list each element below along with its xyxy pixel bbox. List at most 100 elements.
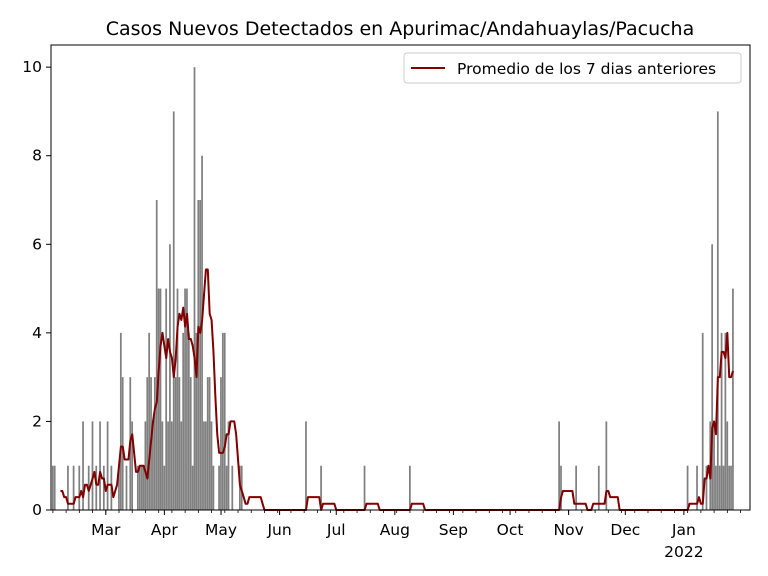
x-tick-label: Jul [326, 521, 346, 539]
bar [67, 465, 69, 510]
bar [705, 465, 708, 510]
bar [204, 421, 207, 510]
bar [170, 421, 173, 510]
x-tick-label: Oct [497, 521, 524, 539]
bar [99, 421, 101, 510]
legend-label: Promedio de los 7 dias anteriores [457, 60, 716, 78]
bar [95, 465, 98, 510]
bar [144, 421, 147, 510]
bar [221, 332, 224, 510]
bar [724, 332, 727, 510]
bar [718, 465, 721, 510]
bar [72, 465, 75, 510]
y-tick-label: 0 [32, 501, 42, 519]
bar [597, 465, 600, 510]
bar [146, 377, 149, 510]
bar [409, 465, 411, 510]
bar-series [51, 67, 734, 511]
bar [138, 465, 141, 510]
bar [148, 332, 151, 510]
bar [231, 465, 234, 510]
x-tick-label: Apr [151, 521, 178, 539]
x-tick-label: Nov [554, 521, 584, 539]
bar [716, 111, 719, 511]
bar [726, 421, 729, 510]
x-tick-label: Mar [91, 521, 121, 539]
x-tick-label: May [205, 521, 237, 539]
plot-frame [50, 44, 751, 511]
x-tick-label: Sep [439, 521, 468, 539]
bar [732, 288, 734, 510]
bar [157, 288, 160, 510]
bar [152, 421, 154, 510]
bar [220, 377, 222, 510]
bar [125, 465, 128, 510]
bar [176, 288, 179, 510]
bar [53, 465, 56, 510]
bar [212, 465, 215, 510]
x-tick-label: Dec [610, 521, 640, 539]
bar [558, 421, 560, 510]
bar [208, 377, 211, 510]
bar [728, 465, 731, 510]
bar [701, 332, 704, 510]
x-tick-label: Jan [671, 521, 696, 539]
bar [180, 421, 183, 510]
legend-box [403, 52, 742, 84]
bar [51, 465, 54, 510]
bar [575, 465, 577, 510]
bar [142, 465, 145, 510]
bar [191, 465, 194, 510]
bar [560, 465, 562, 510]
bar [140, 465, 143, 510]
bar [131, 421, 134, 510]
bar [696, 465, 698, 510]
bar [178, 377, 181, 510]
bar [184, 288, 186, 510]
bar [195, 332, 198, 510]
y-tick-label: 6 [32, 235, 42, 253]
bar [163, 465, 166, 510]
bar [720, 332, 723, 510]
bar [199, 200, 202, 510]
bar [713, 421, 715, 510]
bar [218, 465, 220, 510]
bar [165, 288, 168, 510]
bar [186, 288, 188, 510]
bar [225, 465, 228, 510]
x-axis: Mar Apr May Jun Jul Aug Sep Oct Nov Dec Jan 2022 [52, 510, 741, 561]
bar [119, 332, 122, 510]
bar [106, 421, 109, 510]
bar [169, 244, 171, 511]
bar [136, 465, 139, 510]
bar [730, 465, 732, 510]
bar [210, 421, 213, 510]
bar [305, 421, 307, 510]
bar [155, 200, 158, 510]
x-year-label: 2022 [664, 543, 703, 561]
bar [223, 332, 226, 510]
bar [686, 465, 689, 510]
bar [227, 421, 230, 510]
bar [722, 465, 725, 510]
bar [605, 421, 608, 510]
bar [159, 288, 162, 510]
bar [153, 377, 156, 510]
bar [121, 377, 124, 510]
bar [78, 465, 81, 510]
chart-title: Casos Nuevos Detectados en Apurimac/Anda… [106, 18, 695, 40]
bar [82, 421, 84, 510]
bar [201, 155, 203, 510]
bar [172, 111, 175, 511]
bar [320, 465, 322, 510]
bar [715, 465, 717, 510]
x-tick-label: Aug [380, 521, 410, 539]
bar [187, 332, 190, 510]
bar [206, 377, 209, 510]
bar [161, 421, 164, 510]
bar [711, 244, 714, 511]
bar [118, 465, 120, 510]
bar [91, 421, 94, 510]
average-line [60, 268, 734, 511]
